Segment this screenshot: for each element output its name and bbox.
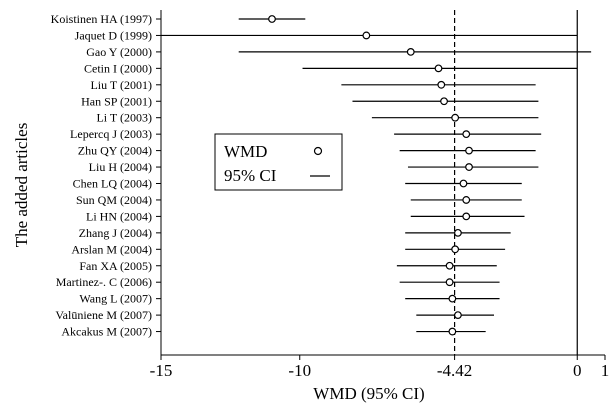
x-ticks-group: -15 -10 -4.42 0 1 xyxy=(150,355,610,380)
x-tick-label: -4.42 xyxy=(437,361,472,380)
x-tick-label: -10 xyxy=(288,361,311,380)
study-label: Fan XA (2005) xyxy=(79,259,152,273)
study-label: Akcakus M (2007) xyxy=(61,325,152,339)
study-label: Liu T (2001) xyxy=(90,78,152,92)
study-wmd-point xyxy=(465,163,473,171)
study-wmd-point xyxy=(448,294,457,303)
study-label: Arslan M (2004) xyxy=(71,242,152,256)
study-label: Sun QM (2004) xyxy=(76,193,152,207)
legend-label-ci: 95% CI xyxy=(224,166,277,185)
study-label: Li HN (2004) xyxy=(86,209,152,223)
x-tick-label: -15 xyxy=(150,361,173,380)
study-wmd-point xyxy=(451,245,460,254)
study-label: Wang L (2007) xyxy=(79,292,152,306)
study-wmd-point xyxy=(268,15,276,23)
study-wmd-point xyxy=(445,278,454,287)
study-label: Martinez-. C (2006) xyxy=(56,275,152,289)
study-wmd-point xyxy=(362,31,371,40)
legend-box xyxy=(214,133,343,191)
study-wmd-point xyxy=(406,48,415,56)
studies-group: Koistinen HA (1997) Jaquet D (1999) Gao Y … xyxy=(51,12,592,339)
study-wmd-point xyxy=(440,97,448,106)
x-tick-label: 1 xyxy=(601,361,610,380)
study-wmd-point xyxy=(462,130,471,139)
study-wmd-point xyxy=(437,80,446,89)
study-wmd-point xyxy=(465,146,473,155)
study-label: Valūniene M (2007) xyxy=(55,308,152,322)
study-label: Lepercq J (2003) xyxy=(70,127,152,141)
study-label: Zhu QY (2004) xyxy=(78,144,152,158)
study-wmd-point xyxy=(445,261,454,270)
y-axis-label: The added articles xyxy=(12,123,31,248)
study-wmd-point xyxy=(454,311,462,320)
study-label: Koistinen HA (1997) xyxy=(51,12,152,26)
study-label: Zhang J (2004) xyxy=(79,226,152,240)
x-axis-label: WMD (95% CI) xyxy=(313,384,424,403)
legend-circle-icon xyxy=(313,146,323,156)
study-label: Cetin I (2000) xyxy=(84,61,152,75)
study-label: Li T (2003) xyxy=(96,111,152,125)
study-wmd-point xyxy=(448,327,457,336)
study-label: Liu H (2004) xyxy=(89,160,152,174)
study-wmd-point xyxy=(459,179,468,188)
study-wmd-point xyxy=(451,113,460,122)
legend-label-wmd: WMD xyxy=(224,142,267,161)
legend: WMD 95% CI xyxy=(214,133,343,191)
study-wmd-point xyxy=(454,228,462,237)
study-label: Gao Y (2000) xyxy=(86,45,152,59)
study-label: Chen LQ (2004) xyxy=(73,177,152,191)
study-wmd-point xyxy=(462,212,471,221)
study-wmd-point xyxy=(462,196,471,204)
x-tick-label: 0 xyxy=(573,361,582,380)
study-wmd-point xyxy=(434,64,443,73)
study-label: Han SP (2001) xyxy=(81,94,152,108)
study-label: Jaquet D (1999) xyxy=(75,28,152,42)
